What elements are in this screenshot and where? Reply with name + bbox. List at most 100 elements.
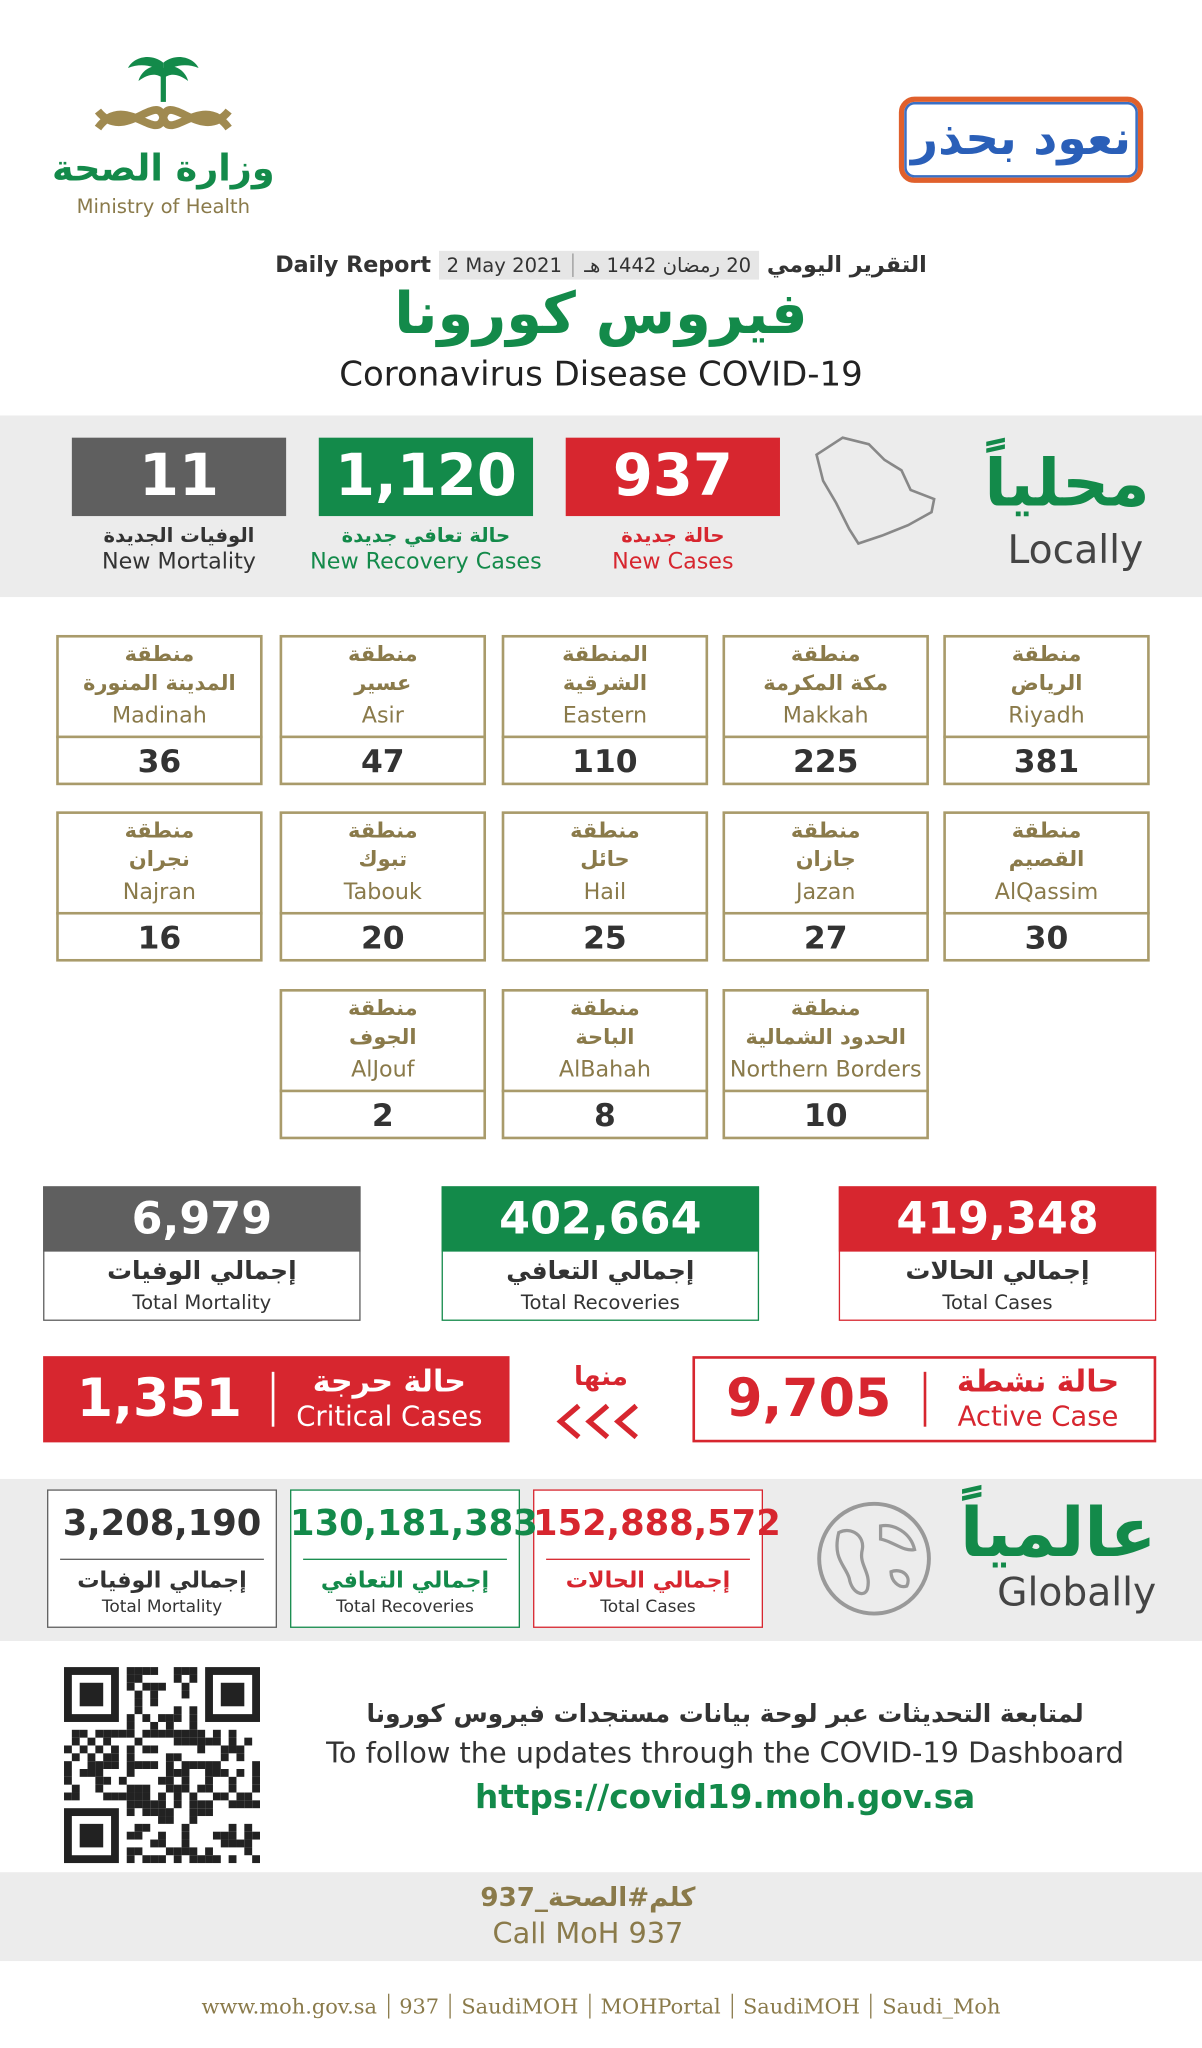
qr-module (181, 1776, 190, 1785)
qr-module (252, 1776, 260, 1785)
critical-box (43, 1356, 510, 1443)
qr-module (228, 1855, 237, 1864)
campaign-badge (898, 96, 1144, 183)
region-card (501, 989, 709, 1140)
qr-module (103, 1729, 112, 1738)
qr-module (71, 1792, 80, 1801)
qr-module (79, 1769, 88, 1777)
qr-module (150, 1761, 159, 1770)
region-divider (56, 735, 263, 739)
qr-module (236, 1745, 245, 1754)
qr-module (181, 1823, 190, 1832)
social-link[interactable]: SaudiMOH (449, 1993, 589, 2018)
qr-module (126, 1721, 135, 1730)
qr-module (197, 1729, 206, 1738)
qr-module (228, 1745, 237, 1754)
dashboard-url[interactable]: https://covid19.moh.gov.sa (474, 1778, 976, 1817)
qr-module (150, 1839, 159, 1848)
qr-module (165, 1816, 174, 1824)
qr-module (158, 1855, 166, 1864)
region-name-en: Makkah (782, 702, 869, 730)
qr-module (197, 1745, 206, 1754)
qr-module (142, 1667, 151, 1675)
qr-module (228, 1729, 237, 1738)
qr-module (165, 1729, 174, 1738)
social-link[interactable]: 937 (387, 1993, 449, 2018)
region-card (279, 634, 487, 786)
qr-module (220, 1745, 229, 1754)
qr-module (236, 1800, 245, 1809)
global-heading-ar: عالمياً (960, 1494, 1157, 1574)
qr-module (205, 1855, 213, 1864)
qr-module (236, 1753, 245, 1762)
social-link[interactable]: MOHPortal (588, 1993, 731, 2018)
qr-module (126, 1745, 135, 1754)
region-line2-ar: مكة المكرمة (763, 670, 889, 696)
new-stat-value: 1,120 (334, 442, 517, 510)
region-line2-ar: جازان (795, 846, 856, 872)
region-value: 47 (360, 743, 405, 780)
total-value-band (441, 1186, 760, 1252)
qr-module (189, 1792, 198, 1801)
qr-module (111, 1745, 119, 1754)
qr-module (64, 1792, 72, 1801)
qr-module (158, 1800, 166, 1809)
qr-module (181, 1729, 190, 1738)
qr-module (197, 1737, 206, 1746)
new-stat-label-ar: حالة جديدة (621, 523, 725, 548)
report-hijri: 20 رمضان 1442 هـ (572, 253, 751, 277)
qr-module (118, 1729, 127, 1738)
region-name-en: Najran (122, 879, 196, 906)
new-stat-label-ar: الوفيات الجديدة (103, 523, 255, 548)
qr-module (181, 1769, 190, 1777)
region-divider (501, 911, 709, 915)
qr-module (181, 1682, 190, 1691)
new-stat-box (71, 437, 287, 517)
qr-module (95, 1761, 104, 1770)
region-card (722, 811, 929, 962)
qr-module (189, 1674, 198, 1683)
social-link[interactable]: www.moh.gov.sa (201, 1993, 377, 2018)
total-label-en: Total Cases (942, 1290, 1053, 1315)
global-value: 3,208,190 (62, 1503, 262, 1545)
qr-module (197, 1855, 206, 1864)
qr-module (126, 1714, 135, 1722)
qr-module (228, 1800, 237, 1809)
call-en: Call MoH 937 (492, 1917, 684, 1951)
qr-module (64, 1769, 72, 1777)
qr-module (142, 1682, 151, 1691)
region-line1-ar: منطقة (790, 817, 861, 843)
qr-module (134, 1800, 143, 1809)
qr-module (126, 1855, 135, 1864)
local-heading-ar: محلياً (984, 445, 1150, 522)
region-divider (722, 735, 929, 739)
social-link[interactable]: Saudi_Moh (870, 1993, 1010, 2018)
ministry-logo (94, 57, 232, 131)
qr-module (252, 1800, 260, 1809)
qr-module (165, 1769, 174, 1777)
region-line1-ar: منطقة (570, 995, 640, 1021)
qr-module (173, 1714, 182, 1722)
qr-module (212, 1792, 221, 1801)
report-ar: التقرير اليومي (766, 252, 927, 279)
qr-module (158, 1682, 166, 1691)
social-link[interactable]: SaudiMOH (731, 1993, 870, 2018)
qr-module (158, 1831, 166, 1840)
region-divider (943, 911, 1150, 915)
qr-module (79, 1682, 104, 1707)
region-card (56, 634, 263, 786)
global-label-ar: إجمالي الحالات (565, 1567, 731, 1594)
qr-module (118, 1792, 127, 1801)
qr-module (158, 1729, 166, 1738)
region-line1-ar: منطقة (348, 641, 418, 667)
qr-module (126, 1847, 135, 1856)
qr-module (126, 1808, 135, 1817)
qr-module (189, 1721, 198, 1730)
qr-module (244, 1831, 253, 1840)
qr-module (173, 1674, 182, 1683)
qr-module (158, 1776, 166, 1785)
qr-module (220, 1753, 229, 1762)
qr-module (205, 1776, 213, 1785)
qr-module (126, 1667, 135, 1675)
